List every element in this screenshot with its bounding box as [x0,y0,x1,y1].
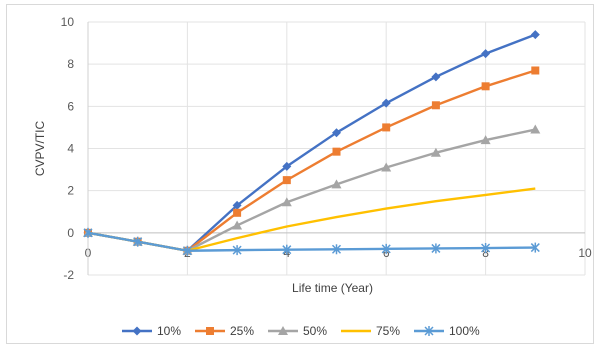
legend-label: 10% [157,324,181,338]
series-50% [83,124,541,255]
data-point [530,30,540,40]
data-point [282,176,291,185]
data-point [332,147,341,156]
data-point [331,244,342,255]
y-tick-label: 10 [61,15,75,29]
legend-marker [424,326,434,336]
data-point [530,242,540,253]
data-point [282,244,292,255]
legend-label: 75% [376,324,400,338]
data-point [381,162,392,172]
legend-item-25%: 25% [195,324,254,338]
data-point [531,66,540,75]
series-25% [84,66,540,255]
legend-item-75%: 75% [341,324,400,338]
data-point [480,135,491,145]
legend-marker [132,326,142,336]
data-point [430,147,441,157]
legend-label: 50% [303,324,327,338]
data-point [481,243,491,254]
legend-label: 25% [230,324,254,338]
data-point [382,123,391,132]
data-point [281,197,292,207]
series-75% [87,187,536,252]
chart-frame [6,4,594,344]
data-point [381,243,391,254]
x-axis-title: Life time (Year) [292,281,373,295]
data-point [431,72,441,82]
y-tick-label: 0 [67,226,74,240]
legend-label: 100% [449,324,480,338]
y-tick-label: 8 [67,57,74,71]
data-point [83,227,93,238]
legend-item-50%: 50% [268,324,327,338]
data-point [481,82,490,91]
data-point [133,236,143,247]
data-point [481,49,491,59]
y-axis-title: CVPV/TIC [33,120,47,176]
data-point [232,245,242,256]
series-line [87,33,536,252]
series-group [83,30,541,256]
data-point [431,101,440,110]
series-line [87,69,536,252]
y-tick-label: 6 [67,99,74,113]
data-point [232,200,242,210]
data-point [381,98,391,108]
legend-marker [206,327,214,335]
x-tick-label: 10 [578,246,592,260]
series-line [87,231,536,252]
data-point [232,220,243,230]
data-point [282,161,292,171]
y-tick-label: -2 [63,268,74,282]
y-tick-label: 4 [67,142,74,156]
data-point [182,245,192,256]
data-point [233,208,242,217]
data-point [332,128,341,138]
y-tick-label: 2 [67,184,74,198]
legend: 10% 25% 50% 75% 100% [122,324,480,338]
legend-item-100%: 100% [414,324,480,338]
data-point [331,179,342,189]
series-100% [83,227,540,256]
data-point [431,243,441,254]
data-point [530,124,541,134]
legend-marker [278,326,288,335]
legend-item-10%: 10% [122,324,181,338]
series-line [87,187,536,252]
